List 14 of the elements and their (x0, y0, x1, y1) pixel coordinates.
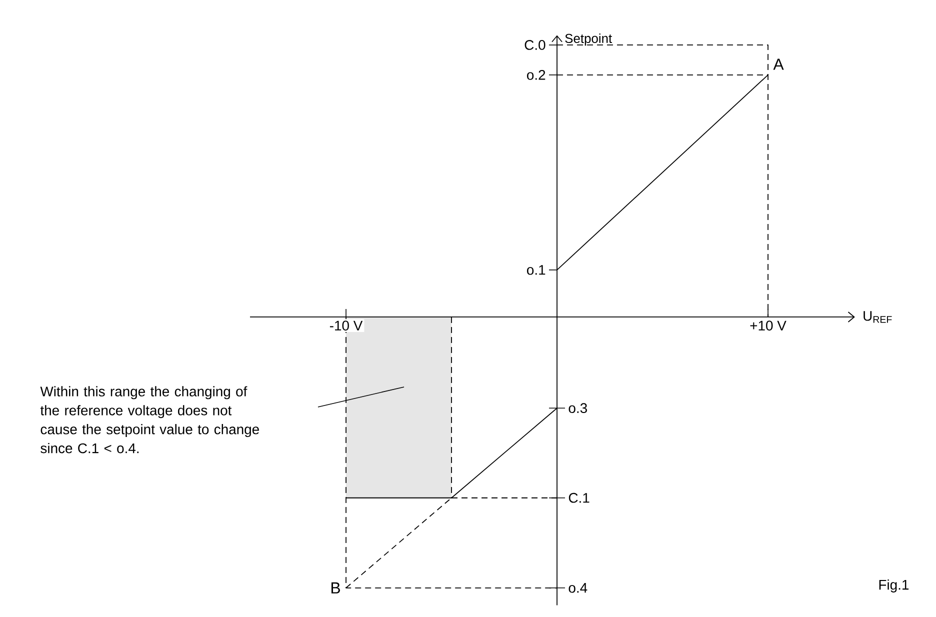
annotation: o.2 (527, 70, 546, 80)
annotation: o.4 (568, 583, 588, 593)
annotation: C.0 (524, 40, 546, 50)
annotation: o.3 (568, 403, 587, 414)
x-axis-title: U$_{REF}$ (864, 311, 892, 323)
x-tick-label: -10 V (330, 320, 363, 331)
annotation: o.1 (527, 265, 546, 275)
annotation: Within this range the changing of the reference voltage does not cause the setpoint value to change since C.1 < o.4. (40, 386, 259, 454)
x-tick-label: +10 V (750, 320, 786, 331)
annotation: B (331, 582, 340, 594)
annotation: C.1 (568, 492, 590, 503)
annotation: A (773, 58, 784, 70)
y-axis-title: Setpoint (565, 34, 612, 46)
caption: Fig.1 (879, 579, 909, 592)
